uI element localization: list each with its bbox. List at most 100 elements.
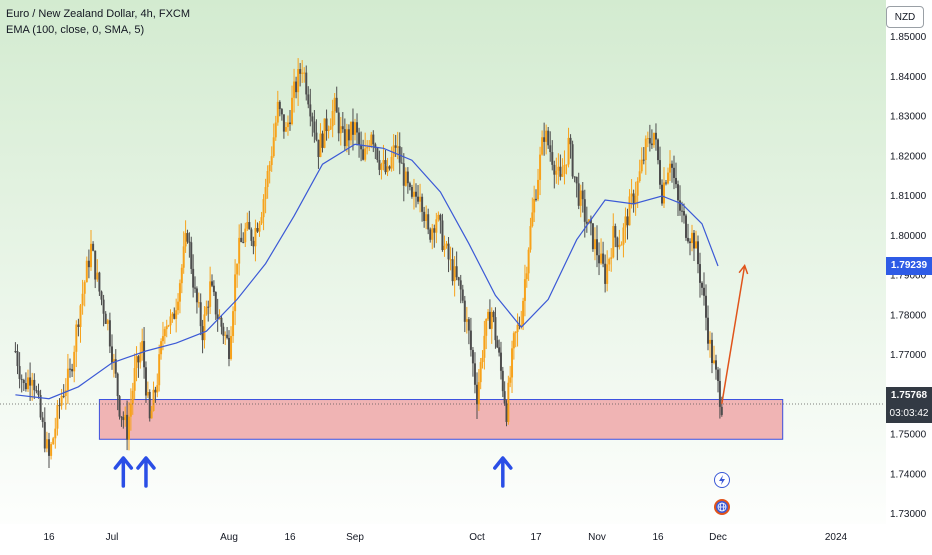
candle-body (319, 133, 322, 158)
candle-body (211, 281, 214, 286)
candle-body (392, 145, 395, 157)
candle-body (618, 244, 621, 248)
candle-body (490, 311, 493, 329)
candle-body (98, 272, 101, 292)
candles-layer (14, 58, 723, 468)
price-tick-label: 1.85000 (890, 32, 927, 43)
candle-body (703, 287, 705, 296)
globe-icon[interactable] (713, 499, 730, 515)
candle-body (380, 163, 383, 170)
candle-body (720, 406, 723, 415)
price-tick-label: 1.80000 (890, 231, 927, 242)
candle-body (435, 219, 438, 233)
candle-body (104, 313, 107, 324)
candle-body (608, 258, 611, 265)
candle-body (642, 159, 645, 161)
candle-body (439, 214, 442, 221)
candle-body (503, 391, 506, 404)
candle-body (539, 154, 542, 180)
candle-body (483, 335, 486, 358)
candle-body (488, 311, 491, 329)
price-tick-label: 1.83000 (890, 112, 927, 123)
candle-body (303, 72, 306, 74)
candle-body (404, 171, 407, 186)
support-zone-layer (98, 399, 784, 440)
candle-body (606, 264, 609, 284)
price-axis-background (886, 0, 932, 550)
candle-body (186, 233, 189, 242)
candle-body (571, 144, 574, 177)
candle-body (131, 390, 134, 404)
lightning-icon[interactable] (713, 472, 730, 488)
candle-body (673, 167, 675, 178)
candle-body (143, 341, 146, 368)
candle-body (679, 200, 681, 211)
candle-body (160, 341, 163, 355)
candle-body (31, 379, 34, 386)
candle-body (520, 324, 523, 326)
candle-body (687, 237, 689, 242)
price-tick-label: 1.77000 (890, 350, 927, 361)
candle-body (167, 325, 170, 327)
candle-body (543, 137, 546, 142)
candle-body (116, 373, 119, 397)
candle-body (301, 72, 304, 74)
ema-price-label: 1.79239 (886, 256, 932, 275)
candle-body (203, 314, 206, 341)
candle-body (286, 122, 289, 128)
candle-body (553, 164, 556, 175)
candle-body (492, 311, 495, 318)
candle-body (523, 279, 526, 301)
candle-body (129, 403, 132, 417)
candle-body (85, 260, 88, 283)
candle-body (94, 250, 97, 280)
candle-body (108, 320, 111, 347)
symbol-title[interactable]: Euro / New Zealand Dollar, 4h, FXCM (6, 8, 191, 20)
candle-body (256, 228, 259, 232)
candle-body (463, 300, 466, 322)
candle-body (106, 320, 109, 324)
candle-body (634, 195, 637, 205)
candle-body (648, 138, 651, 144)
price-tick-label: 1.73000 (890, 509, 927, 520)
candle-body (276, 101, 279, 123)
candle-body (573, 176, 576, 178)
candle-body (224, 334, 227, 336)
indicator-label[interactable]: EMA (100, close, 0, SMA, 5) (6, 24, 145, 36)
candle-body (533, 198, 536, 213)
candle-body (242, 242, 245, 244)
candle-body (24, 383, 27, 390)
candle-body (447, 243, 450, 260)
candle-body (262, 199, 265, 218)
candle-body (297, 69, 300, 93)
candle-body (406, 171, 409, 184)
candle-body (477, 382, 480, 405)
candle-body (280, 109, 283, 115)
candle-body (250, 229, 253, 241)
candle-body (451, 259, 454, 282)
candle-body (638, 171, 641, 181)
candle-body (589, 219, 592, 224)
candle-body (713, 360, 715, 364)
price-tick-label: 1.84000 (890, 72, 927, 83)
candle-body (212, 285, 215, 293)
candle-body (563, 165, 566, 174)
candle-body (402, 163, 405, 186)
candle-body (388, 166, 391, 169)
candle-body (264, 187, 267, 200)
candle-body (531, 212, 534, 227)
candle-body (207, 306, 210, 308)
candle-body (299, 69, 302, 74)
candle-body (644, 138, 647, 161)
currency-button[interactable]: NZD (886, 6, 924, 28)
candle-body (252, 240, 255, 247)
candle-body (27, 377, 29, 390)
price-tick-label: 1.82000 (890, 151, 927, 162)
candle-body (511, 348, 514, 378)
candle-body (16, 351, 19, 367)
candle-body (307, 94, 310, 105)
